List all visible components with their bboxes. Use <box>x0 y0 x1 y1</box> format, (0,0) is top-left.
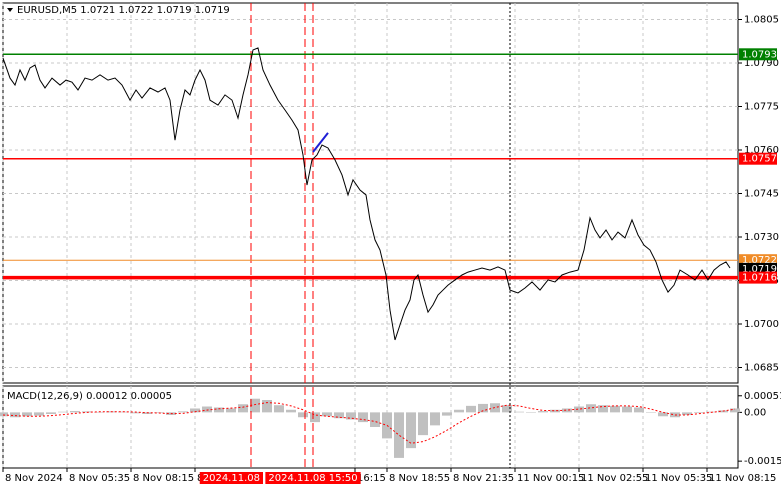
macd-bar <box>454 409 464 413</box>
y-tick-label: 1.0700 <box>744 319 779 330</box>
level-label: 1.0793 <box>742 49 777 60</box>
macd-bar <box>202 406 212 413</box>
x-tick-label: 11 Nov 02:55 <box>581 473 648 484</box>
macd-bar <box>358 412 368 423</box>
macd-bar <box>694 412 704 414</box>
x-tick-label: 8 Nov 08:15 <box>133 473 194 484</box>
macd-bar <box>442 412 452 416</box>
macd-bar <box>646 412 656 413</box>
macd-bar <box>274 405 284 413</box>
level-label: 1.0757 <box>742 154 777 165</box>
macd-bar <box>70 411 80 413</box>
x-tick-label: 16:15 <box>357 473 386 484</box>
macd-title: MACD(12,26,9) 0.00012 0.00005 <box>7 391 172 402</box>
macd-bar <box>22 412 32 417</box>
macd-bar <box>418 412 428 436</box>
price-line <box>2 47 731 341</box>
macd-bar <box>250 398 260 413</box>
y-tick-label: 1.0685 <box>744 363 779 374</box>
y-tick-label: 1.0745 <box>744 189 779 200</box>
x-tick-label: 8 Nov 2024 <box>5 473 63 484</box>
macd-bar <box>0 412 8 417</box>
macd-bar <box>58 411 68 413</box>
y-tick-label: 1.0775 <box>744 102 779 113</box>
x-tick-label: 8 Nov 05:35 <box>69 473 130 484</box>
macd-bar <box>394 412 404 458</box>
x-tick-label: 8 Nov 21:35 <box>453 473 514 484</box>
macd-bar <box>430 412 440 426</box>
macd-bar <box>334 412 344 419</box>
y-tick-label: 1.0760 <box>744 145 779 156</box>
x-tick-label: 11 Nov 05:35 <box>645 473 712 484</box>
macd-bar <box>526 412 536 413</box>
x-tick-label: 11 Nov 00:15 <box>517 473 584 484</box>
macd-bar <box>310 412 320 423</box>
macd-bar <box>502 405 512 413</box>
macd-y-tick-label: 0.00 <box>744 407 766 418</box>
macd-bar <box>478 403 488 413</box>
x-tick-label: 11 Nov 08:15 <box>709 473 776 484</box>
macd-bar <box>46 412 56 414</box>
y-tick-label: 1.0790 <box>744 58 779 69</box>
macd-bar <box>214 407 224 413</box>
macd-y-tick-label: 0.00051 <box>744 391 781 402</box>
macd-bar <box>370 412 380 427</box>
macd-bar <box>682 412 692 415</box>
menu-icon <box>7 8 13 12</box>
macd-bar <box>130 412 140 414</box>
macd-bar <box>262 400 272 413</box>
macd-bar <box>34 412 44 416</box>
date-label: 2024.11.08 <box>203 473 260 484</box>
macd-bar <box>550 409 560 413</box>
macd-bar <box>598 405 608 413</box>
trend-line <box>312 132 329 153</box>
macd-bar <box>634 407 644 413</box>
macd-bar <box>322 412 332 417</box>
macd-signal <box>2 402 736 444</box>
macd-bar <box>622 406 632 413</box>
date-label-box <box>265 472 361 484</box>
macd-y-tick-label: -0.0015 <box>744 456 781 467</box>
macd-bar <box>466 405 476 413</box>
level-label: 1.0722 <box>742 255 777 266</box>
macd-bar <box>10 412 20 418</box>
macd-bar <box>610 405 620 413</box>
y-tick-label: 1.0730 <box>744 232 779 243</box>
date-label: 2024.11.08 15:50 <box>268 473 357 484</box>
macd-bar <box>226 408 236 413</box>
macd-bar <box>562 408 572 413</box>
y-tick-label: 1.0805 <box>744 15 779 26</box>
date-label-box <box>199 472 263 484</box>
macd-bar <box>298 412 308 418</box>
macd-bar <box>346 412 356 420</box>
level-box <box>739 48 777 61</box>
macd-bar <box>730 408 740 413</box>
macd-bar <box>586 404 596 413</box>
level-label: 1.0716 <box>742 273 777 284</box>
macd-bar <box>514 411 524 413</box>
macd-bar <box>190 408 200 413</box>
macd-bar <box>94 412 104 413</box>
level-box <box>739 152 777 165</box>
macd-bar <box>490 403 500 413</box>
level-box <box>739 271 777 284</box>
macd-bar <box>658 412 668 417</box>
macd-bar <box>286 409 296 413</box>
current-price-label: 1.0719 <box>742 264 777 275</box>
macd-bar <box>538 411 548 413</box>
x-tick-label: 8 Nov 18:55 <box>389 473 450 484</box>
macd-bar <box>238 404 248 413</box>
macd-bar <box>178 411 188 413</box>
chart-title: EURUSD,M5 1.0721 1.0722 1.0719 1.0719 <box>17 5 230 16</box>
macd-bar <box>574 406 584 413</box>
macd-bar <box>406 412 416 449</box>
